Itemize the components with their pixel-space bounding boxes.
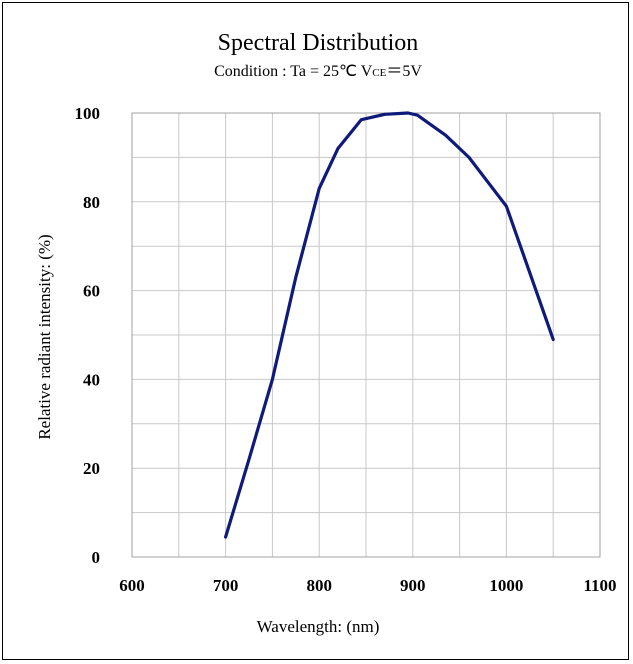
subtitle-suffix: ＝5V: [386, 63, 422, 80]
series-layer: [224, 111, 555, 539]
y-tick-label: 80: [83, 193, 100, 212]
plot-area-border: [131, 112, 601, 558]
x-tick-label: 1100: [583, 576, 616, 595]
y-axis-label: Relative radiant intensity: (%): [35, 234, 54, 439]
spectral-curve-line: [224, 111, 555, 539]
x-tick-label: 600: [119, 576, 145, 595]
y-tick-label: 20: [83, 459, 100, 478]
y-tick-label: 0: [92, 548, 101, 567]
x-axis-label: Wavelength: (nm): [257, 617, 380, 636]
grid-layer: [131, 112, 601, 558]
x-tick-label: 1000: [489, 576, 523, 595]
subtitle-prefix: Condition : Ta = 25℃ V: [214, 63, 373, 80]
y-tick-label: 60: [83, 282, 100, 301]
tick-labels: 600 700 800 900 1000 1100 0 20 40 60 80 100: [75, 104, 617, 595]
y-tick-label: 100: [75, 104, 101, 123]
x-tick-label: 800: [306, 576, 332, 595]
chart-title: Spectral Distribution: [218, 30, 419, 56]
x-tick-label: 700: [213, 576, 239, 595]
subtitle-subscript: CE: [372, 67, 386, 79]
y-tick-label: 40: [83, 370, 100, 389]
x-tick-label: 900: [400, 576, 426, 595]
chart-subtitle: Condition : Ta = 25℃ VCE＝5V: [214, 63, 422, 80]
